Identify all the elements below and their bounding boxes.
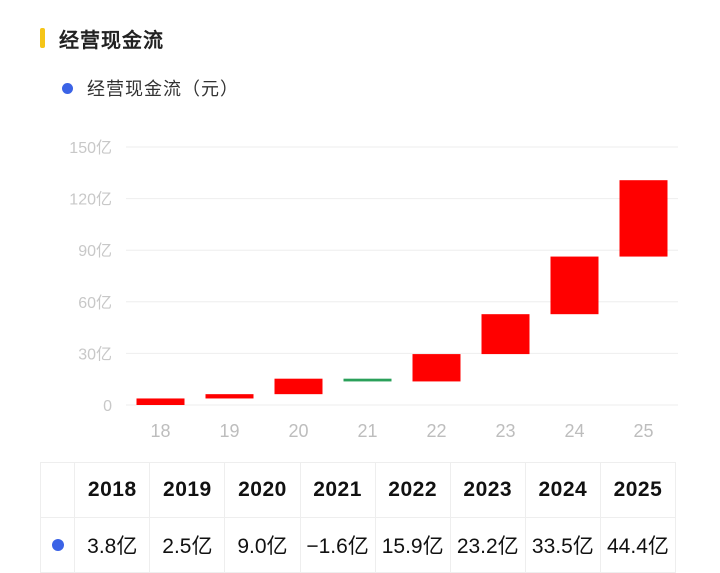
x-tick-label: 21	[357, 421, 377, 441]
waterfall-bar	[343, 378, 392, 382]
table-value-2022: 15.9亿	[374, 517, 451, 573]
table-value-2025: 44.4亿	[599, 517, 677, 573]
x-tick-label: 23	[495, 421, 515, 441]
waterfall-chart: 0 30亿 60亿 90亿 120亿 150亿 18 19 20 21 22 23 24 25	[69, 139, 678, 441]
waterfall-bar	[550, 256, 599, 315]
x-tick-label: 20	[288, 421, 308, 441]
table-year-2018: 2018	[74, 462, 151, 518]
table-value-2023: 23.2亿	[449, 517, 526, 573]
y-tick-label: 90亿	[78, 242, 112, 260]
table-header-row: 2018 2019 2020 2021 2022 2023 2024 2025	[39, 462, 677, 518]
table-year-2020: 2020	[224, 462, 301, 518]
title-accent-bar	[40, 28, 45, 48]
chart-title: 经营现金流	[59, 29, 164, 52]
table-year-2021: 2021	[299, 462, 376, 518]
y-tick-label: 30亿	[78, 345, 112, 363]
table-year-2022: 2022	[374, 462, 451, 518]
table-value-2018: 3.8亿	[74, 517, 151, 573]
x-tick-label: 24	[564, 421, 584, 441]
waterfall-bar	[274, 378, 323, 395]
x-tick-label: 19	[219, 421, 239, 441]
table-value-2024: 33.5亿	[524, 517, 601, 573]
waterfall-bar	[619, 180, 668, 257]
waterfall-bar	[481, 314, 530, 355]
y-tick-label: 120亿	[69, 191, 112, 209]
x-tick-label: 25	[633, 421, 653, 441]
legend[interactable]: 经营现金流（元）	[62, 75, 239, 101]
legend-label: 经营现金流（元）	[87, 79, 239, 99]
series-dot-icon	[51, 539, 64, 551]
table-corner-cell	[39, 462, 76, 518]
table-series-cell	[39, 517, 76, 573]
y-tick-label: 60亿	[78, 294, 112, 312]
y-tick-label: 150亿	[69, 139, 112, 157]
table-row: 3.8亿 2.5亿 9.0亿 −1.6亿 15.9亿 23.2亿 33.5亿 4…	[39, 517, 677, 573]
table-value-2019: 2.5亿	[149, 517, 226, 573]
chart-title-row: 经营现金流	[40, 24, 164, 52]
table-year-2024: 2024	[524, 462, 601, 518]
x-tick-label: 18	[150, 421, 170, 441]
data-table: 2018 2019 2020 2021 2022 2023 2024 2025 …	[39, 462, 677, 573]
table-value-2021: −1.6亿	[299, 517, 376, 573]
y-tick-label: 0	[103, 398, 112, 415]
waterfall-bar	[412, 354, 461, 382]
table-value-2020: 9.0亿	[224, 517, 301, 573]
x-tick-label: 22	[426, 421, 446, 441]
table-year-2023: 2023	[449, 462, 526, 518]
legend-dot-icon	[62, 82, 73, 94]
waterfall-bar	[205, 394, 254, 399]
table-year-2025: 2025	[599, 462, 677, 518]
waterfall-bar	[136, 398, 185, 405]
table-year-2019: 2019	[149, 462, 226, 518]
